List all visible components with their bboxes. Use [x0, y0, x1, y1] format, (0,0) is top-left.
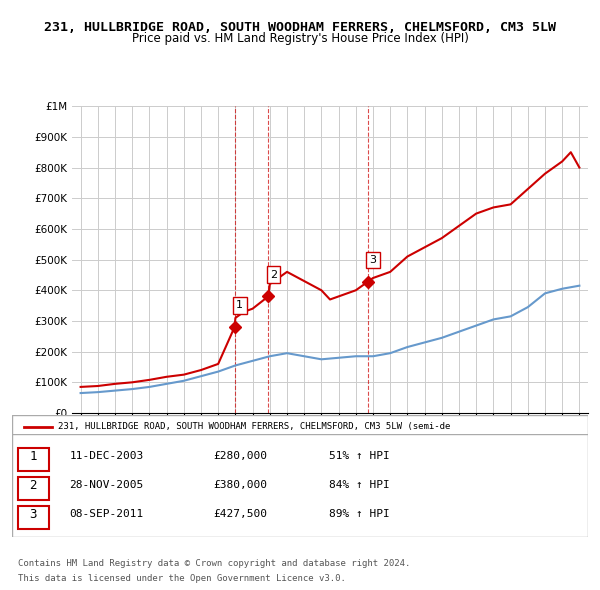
Text: 3: 3: [29, 507, 37, 521]
Text: 08-SEP-2011: 08-SEP-2011: [70, 509, 144, 519]
FancyBboxPatch shape: [12, 415, 588, 457]
Text: £280,000: £280,000: [214, 451, 268, 461]
FancyBboxPatch shape: [18, 477, 49, 500]
Text: Contains HM Land Registry data © Crown copyright and database right 2024.: Contains HM Land Registry data © Crown c…: [18, 559, 410, 568]
Text: 89% ↑ HPI: 89% ↑ HPI: [329, 509, 389, 519]
Text: This data is licensed under the Open Government Licence v3.0.: This data is licensed under the Open Gov…: [18, 574, 346, 583]
Text: HPI: Average price, semi-detached house, Chelmsford: HPI: Average price, semi-detached house,…: [58, 441, 332, 450]
Text: 1: 1: [29, 450, 37, 463]
Text: 51% ↑ HPI: 51% ↑ HPI: [329, 451, 389, 461]
Text: 84% ↑ HPI: 84% ↑ HPI: [329, 480, 389, 490]
Text: 2: 2: [29, 478, 37, 492]
Text: 231, HULLBRIDGE ROAD, SOUTH WOODHAM FERRERS, CHELMSFORD, CM3 5LW: 231, HULLBRIDGE ROAD, SOUTH WOODHAM FERR…: [44, 21, 556, 34]
Text: 1: 1: [236, 300, 243, 310]
Text: 231, HULLBRIDGE ROAD, SOUTH WOODHAM FERRERS, CHELMSFORD, CM3 5LW (semi-de: 231, HULLBRIDGE ROAD, SOUTH WOODHAM FERR…: [58, 422, 451, 431]
Text: £380,000: £380,000: [214, 480, 268, 490]
FancyBboxPatch shape: [18, 506, 49, 529]
Text: £427,500: £427,500: [214, 509, 268, 519]
Text: 28-NOV-2005: 28-NOV-2005: [70, 480, 144, 490]
Text: Price paid vs. HM Land Registry's House Price Index (HPI): Price paid vs. HM Land Registry's House …: [131, 32, 469, 45]
FancyBboxPatch shape: [18, 448, 49, 471]
Text: 3: 3: [370, 255, 376, 265]
Text: 2: 2: [270, 270, 277, 280]
FancyBboxPatch shape: [12, 434, 588, 537]
Text: 11-DEC-2003: 11-DEC-2003: [70, 451, 144, 461]
